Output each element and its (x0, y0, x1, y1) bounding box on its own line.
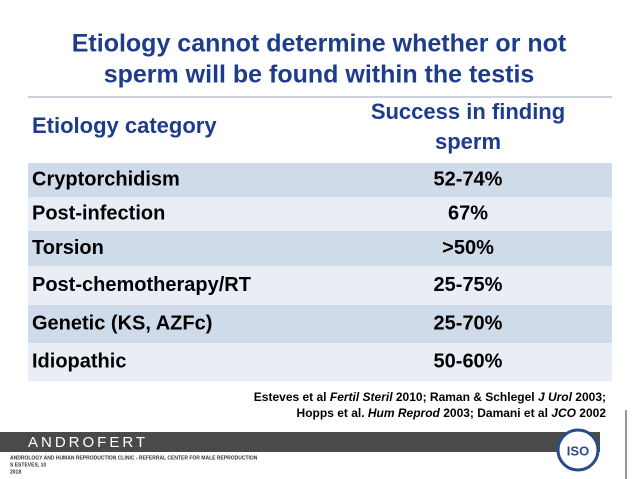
citation: Esteves et al Fertil Steril 2010; Raman … (254, 390, 607, 420)
row-background (28, 197, 612, 231)
footer-text: ANDROLOGY AND HUMAN REPRODUCTION CLINIC … (10, 455, 258, 461)
citation-segment: 2003; Damani et al (440, 406, 551, 420)
column-header: sperm (435, 129, 501, 154)
row-background (28, 343, 612, 381)
logo-text: ISO (567, 443, 589, 458)
citation-segment: Hum Reprod (368, 406, 441, 420)
brand: ANDROFERT (28, 434, 148, 451)
row-background (28, 163, 612, 197)
citation-segment: Fertil Steril (330, 390, 393, 404)
row-background (28, 305, 612, 343)
cell: Torsion (32, 237, 104, 259)
citation-segment: 2003; (572, 390, 606, 404)
citation-segment: 2002 (576, 406, 606, 420)
column-header: Success in finding (371, 99, 565, 124)
cell: Cryptorchidism (32, 168, 180, 190)
row-background (28, 266, 612, 305)
cell: Post-chemotherapy/RT (32, 274, 251, 296)
logo (556, 428, 600, 472)
cell: Idiopathic (32, 350, 126, 372)
title-line: Etiology cannot determine whether or not (72, 30, 567, 58)
citation-segment: Hopps et al. (297, 406, 368, 420)
citation-segment: J Urol (538, 390, 573, 404)
column-header: Etiology category (32, 113, 217, 138)
cell: Genetic (KS, AZFc) (32, 312, 212, 334)
footer-band (0, 432, 600, 452)
title-line: sperm will be found within the testis (104, 61, 535, 89)
cell: Post-infection (32, 202, 165, 224)
cell: 52-74% (434, 168, 503, 190)
table-body: Cryptorchidism 52-74% Post-infection 67% Tor… (28, 163, 612, 381)
citation-line: Esteves et al Fertil Steril 2010; Raman … (254, 390, 606, 404)
citation-segment: JCO (551, 406, 576, 420)
cell: 25-70% (434, 312, 503, 334)
citation-segment: 2010; Raman & Schlegel (393, 390, 538, 404)
citation-segment: Esteves et al (254, 390, 330, 404)
footer-text: 2018 (10, 469, 21, 475)
citation-line: Hopps et al. Hum Reprod 2003; Damani et … (297, 406, 607, 420)
row-background (28, 231, 612, 266)
footer-text: S ESTEVES, 10 (10, 462, 46, 468)
cell: >50% (442, 237, 494, 259)
cell: 25-75% (434, 274, 503, 296)
cell: 50-60% (434, 350, 503, 372)
cell: 67% (448, 202, 488, 224)
